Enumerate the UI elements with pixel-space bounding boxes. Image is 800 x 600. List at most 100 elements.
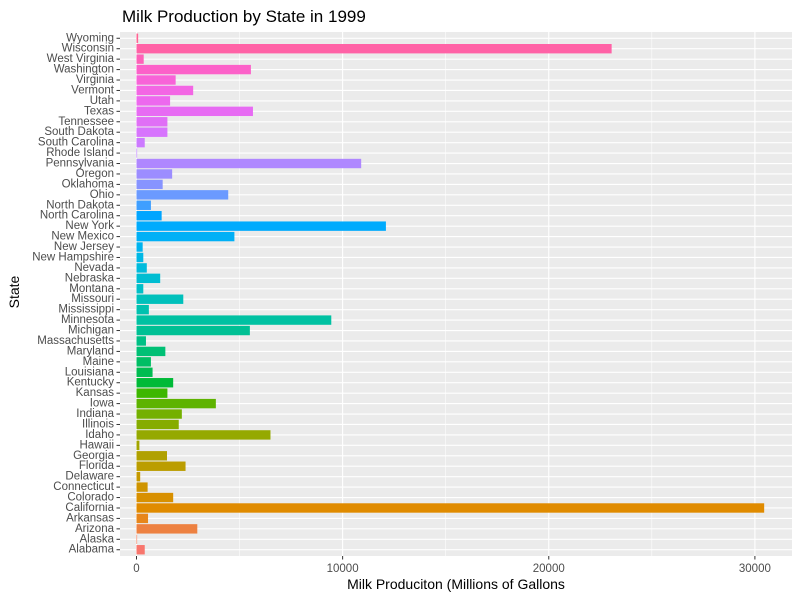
y-tick-label: Hawaii [79,439,114,451]
bar-montana [136,284,144,294]
bar-wisconsin [136,44,612,54]
bar-california [136,503,765,513]
bar-pennsylvania [136,158,362,169]
bar-new-hampshire [136,252,144,263]
y-tick-label: New Mexico [51,231,114,243]
bar-vermont [136,85,194,96]
bar-north-dakota [136,200,151,210]
y-tick-label: Rhode Island [46,147,114,159]
y-tick-label: Iowa [90,398,115,410]
y-tick-label: Vermont [71,84,115,96]
y-tick-label: Alaska [79,533,114,545]
y-tick-label: Oregon [76,168,114,180]
bar-louisiana [136,367,153,377]
y-tick-label: Nebraska [65,272,115,284]
bar-georgia [136,451,167,461]
bar-washington [136,64,251,75]
bar-hawaii [136,440,140,451]
bar-kentucky [136,378,174,388]
bar-idaho [136,430,271,440]
y-tick-label: Maryland [67,345,114,357]
y-tick-label: South Dakota [44,126,114,138]
bar-utah [136,96,171,106]
y-tick-label: Tennessee [58,116,114,128]
bar-massachusetts [136,336,146,346]
bar-mississippi [136,304,149,315]
y-tick-label: Delaware [65,471,114,483]
y-tick-label: Minnesota [61,314,115,326]
x-tick-label: 20000 [533,563,565,575]
y-tick-label: Arizona [75,523,115,535]
x-axis-ticks: 0 10000 20000 30000 [133,556,771,575]
y-tick-label: North Dakota [46,199,114,211]
y-tick-label: Alabama [69,544,115,556]
bar-alabama [136,545,145,555]
chart-title: Milk Production by State in 1999 [122,7,366,26]
y-tick-label: Washington [54,64,114,76]
y-tick-label: Florida [79,460,115,472]
y-axis-title: State [6,275,22,308]
y-tick-label: Maine [83,356,114,368]
y-tick-label: Louisiana [65,366,115,378]
plot-panel [120,32,792,556]
y-tick-label: Missouri [71,293,114,305]
y-tick-label: Mississippi [58,304,114,316]
bar-kansas [136,388,168,398]
bar-texas [136,106,253,117]
y-tick-label: Wyoming [66,32,114,44]
y-tick-label: Illinois [82,418,114,430]
bar-north-carolina [136,211,162,221]
y-tick-label: Oklahoma [62,178,115,190]
bar-tennessee [136,117,168,127]
bar-arizona [136,524,198,534]
bar-maryland [136,346,166,357]
y-tick-label: Arkansas [66,512,114,524]
bar-nebraska [136,273,161,284]
y-tick-label: Utah [90,95,114,107]
bar-nevada [136,263,147,273]
bar-oregon [136,169,173,179]
y-tick-label: Massachusetts [37,335,114,347]
x-tick-label: 30000 [739,563,771,575]
y-tick-label: Nevada [74,262,114,274]
bar-maine [136,357,151,367]
bar-indiana [136,409,182,419]
y-tick-label: Texas [84,105,114,117]
bar-new-jersey [136,242,143,252]
y-tick-label: Connecticut [53,481,115,493]
panel-background [120,32,792,556]
y-tick-label: Pennsylvania [46,158,115,170]
y-tick-label: South Carolina [38,137,115,149]
y-tick-label: North Carolina [40,210,115,222]
y-tick-label: Michigan [68,325,114,337]
bar-illinois [136,419,179,430]
bar-minnesota [136,315,332,325]
bar-ohio [136,190,229,200]
y-tick-label: New York [65,220,114,232]
y-tick-label: Kentucky [67,377,115,389]
bar-wyoming [136,33,139,43]
y-tick-label: Kansas [76,387,115,399]
bars [136,33,765,555]
y-tick-label: New Hampshire [32,251,114,263]
bar-south-carolina [136,137,145,148]
bar-connecticut [136,482,148,492]
bar-iowa [136,398,216,409]
y-tick-label: California [65,502,114,514]
y-tick-label: Virginia [76,74,115,86]
y-tick-label: Idaho [85,429,114,441]
x-axis-title: Milk Produciton (Millions of Gallons [347,576,565,592]
y-tick-label: West Virginia [47,53,115,65]
y-tick-label: Montana [69,283,114,295]
bar-delaware [136,471,141,482]
x-tick-label: 10000 [327,563,359,575]
y-tick-label: New Jersey [54,241,114,253]
bar-colorado [136,492,174,503]
bar-south-dakota [136,127,168,137]
bar-arkansas [136,513,149,524]
bar-virginia [136,75,176,85]
y-tick-label: Georgia [73,450,115,462]
grid-lines [120,32,792,556]
